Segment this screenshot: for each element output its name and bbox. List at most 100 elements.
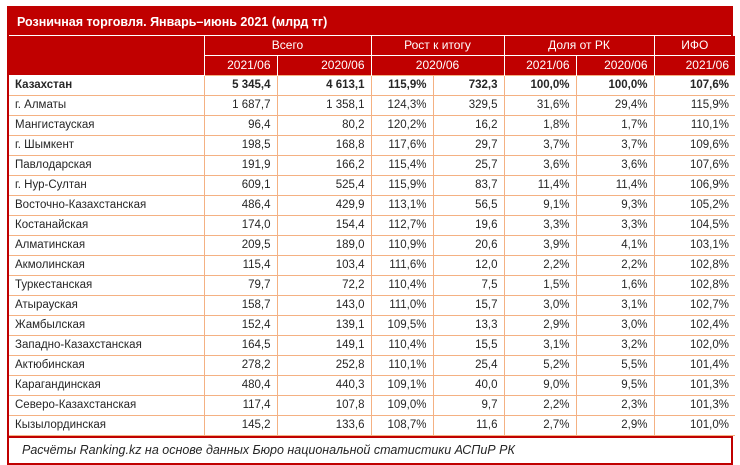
- table-row: Акмолинская 115,4 103,4 111,6% 12,0 2,2% 2,2% 1…: [9, 255, 735, 276]
- region-name: Актюбинская: [9, 355, 205, 376]
- value-cell: 124,3%: [370, 95, 434, 116]
- value-cell: 3,6%: [503, 155, 577, 176]
- value-cell: 609,1: [203, 175, 278, 196]
- table-row: Жамбылская 152,4 139,1 109,5% 13,3 2,9% 3,0% 10…: [9, 315, 735, 336]
- value-cell: 158,7: [203, 295, 278, 316]
- value-cell: 102,7%: [653, 295, 735, 316]
- value-cell: 115,4%: [370, 155, 434, 176]
- value-cell: 198,5: [203, 135, 278, 156]
- value-cell: 29,7: [432, 135, 505, 156]
- value-cell: 109,1%: [370, 375, 434, 396]
- value-cell: 174,0: [203, 215, 278, 236]
- value-cell: 2,2%: [503, 395, 577, 416]
- value-cell: 2,9%: [503, 315, 577, 336]
- value-cell: 101,3%: [653, 395, 735, 416]
- col-group-growth: Рост к итогу: [370, 36, 505, 56]
- value-cell: 113,1%: [370, 195, 434, 216]
- value-cell: 166,2: [276, 155, 372, 176]
- region-column-header: [9, 36, 205, 76]
- subheader-total-2021: 2021/06: [204, 55, 278, 76]
- value-cell: 100,0%: [503, 75, 577, 96]
- table-row: Костанайская 174,0 154,4 112,7% 19,6 3,3% 3,3%…: [9, 215, 735, 236]
- value-cell: 154,4: [276, 215, 372, 236]
- value-cell: 16,2: [432, 115, 505, 136]
- value-cell: 25,4: [432, 355, 505, 376]
- subheader-share-2020: 2020/06: [575, 55, 655, 76]
- value-cell: 1,8%: [503, 115, 577, 136]
- value-cell: 104,5%: [653, 215, 735, 236]
- table-row: Кызылординская 145,2 133,6 108,7% 11,6 2,7% 2,…: [9, 415, 735, 436]
- region-name: Жамбылская: [9, 315, 205, 336]
- source-note: Расчёты Ranking.kz на основе данных Бюро…: [9, 436, 731, 463]
- value-cell: 31,6%: [503, 95, 577, 116]
- table-header: Всего Рост к итогу Доля от РК ИФО 2021/0…: [9, 36, 735, 76]
- subheader-growth-2020: 2020/06: [370, 55, 505, 76]
- table-row: Павлодарская 191,9 166,2 115,4% 25,7 3,6% 3,6%…: [9, 155, 735, 176]
- value-cell: 15,7: [432, 295, 505, 316]
- value-cell: 115,9%: [370, 75, 434, 96]
- value-cell: 525,4: [276, 175, 372, 196]
- region-name: г. Нур-Султан: [9, 175, 205, 196]
- value-cell: 252,8: [276, 355, 372, 376]
- value-cell: 107,6%: [653, 155, 735, 176]
- value-cell: 3,0%: [503, 295, 577, 316]
- value-cell: 5 345,4: [203, 75, 278, 96]
- value-cell: 109,5%: [370, 315, 434, 336]
- value-cell: 103,4: [276, 255, 372, 276]
- value-cell: 103,1%: [653, 235, 735, 256]
- subheader-share-2021: 2021/06: [503, 55, 577, 76]
- region-name: Карагандинская: [9, 375, 205, 396]
- region-name: Атырауская: [9, 295, 205, 316]
- value-cell: 56,5: [432, 195, 505, 216]
- value-cell: 112,7%: [370, 215, 434, 236]
- table-row: Восточно-Казахстанская 486,4 429,9 113,1% 56…: [9, 195, 735, 216]
- subheader-total-2020: 2020/06: [276, 55, 372, 76]
- value-cell: 2,2%: [503, 255, 577, 276]
- value-cell: 9,3%: [575, 195, 655, 216]
- value-cell: 19,6: [432, 215, 505, 236]
- value-cell: 101,3%: [653, 375, 735, 396]
- region-name: г. Алматы: [9, 95, 205, 116]
- value-cell: 110,9%: [370, 235, 434, 256]
- region-name: Восточно-Казахстанская: [9, 195, 205, 216]
- value-cell: 107,6%: [653, 75, 735, 96]
- value-cell: 149,1: [276, 335, 372, 356]
- value-cell: 4,1%: [575, 235, 655, 256]
- value-cell: 2,7%: [503, 415, 577, 436]
- value-cell: 102,8%: [653, 255, 735, 276]
- value-cell: 5,2%: [503, 355, 577, 376]
- col-group-share: Доля от РК: [503, 36, 655, 56]
- value-cell: 2,3%: [575, 395, 655, 416]
- value-cell: 106,9%: [653, 175, 735, 196]
- region-name: Мангистауская: [9, 115, 205, 136]
- table-row: Казахстан 5 345,4 4 613,1 115,9% 732,3 100,0%…: [9, 75, 735, 96]
- value-cell: 429,9: [276, 195, 372, 216]
- column-group-row: Всего Рост к итогу Доля от РК ИФО: [9, 36, 735, 76]
- subheader-row: 2021/06 2020/06 2020/06 2021/06 2020/06 …: [9, 55, 735, 76]
- value-cell: 105,2%: [653, 195, 735, 216]
- value-cell: 3,1%: [575, 295, 655, 316]
- value-cell: 732,3: [432, 75, 505, 96]
- value-cell: 25,7: [432, 155, 505, 176]
- value-cell: 5,5%: [575, 355, 655, 376]
- table-row: Атырауская 158,7 143,0 111,0% 15,7 3,0% 3,1% 10…: [9, 295, 735, 316]
- value-cell: 96,4: [203, 115, 278, 136]
- value-cell: 101,0%: [653, 415, 735, 436]
- value-cell: 100,0%: [575, 75, 655, 96]
- value-cell: 29,4%: [575, 95, 655, 116]
- value-cell: 189,0: [276, 235, 372, 256]
- region-name: Западно-Казахстанская: [9, 335, 205, 356]
- value-cell: 9,0%: [503, 375, 577, 396]
- value-cell: 3,0%: [575, 315, 655, 336]
- value-cell: 107,8: [276, 395, 372, 416]
- value-cell: 145,2: [203, 415, 278, 436]
- value-cell: 80,2: [276, 115, 372, 136]
- retail-trade-table-frame: Розничная торговля. Январь–июнь 2021 (мл…: [7, 6, 735, 465]
- value-cell: 11,4%: [575, 175, 655, 196]
- value-cell: 480,4: [203, 375, 278, 396]
- table-row: Туркестанская 79,7 72,2 110,4% 7,5 1,5% 1,6% 10…: [9, 275, 735, 296]
- table-row: Северо-Казахстанская 117,4 107,8 109,0% 9,7 2…: [9, 395, 735, 416]
- value-cell: 102,4%: [653, 315, 735, 336]
- value-cell: 20,6: [432, 235, 505, 256]
